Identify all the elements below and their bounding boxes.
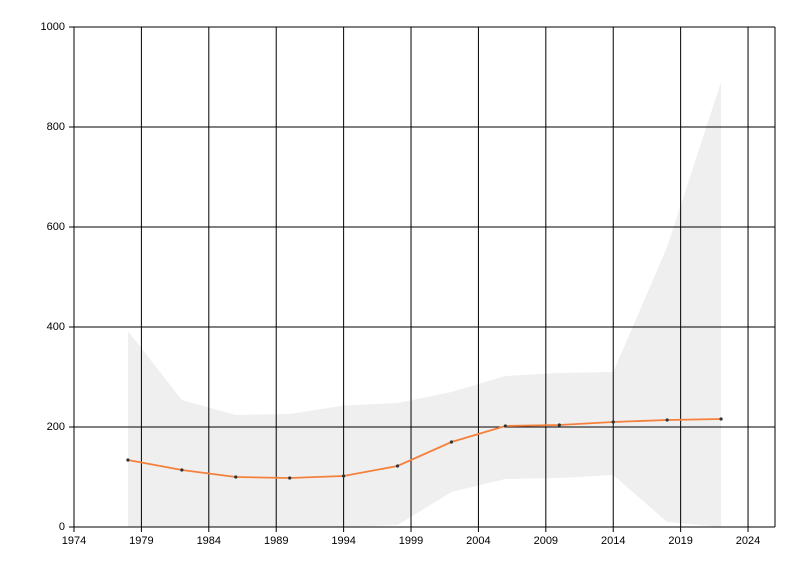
data-point bbox=[503, 424, 507, 428]
data-point bbox=[288, 476, 292, 480]
data-point bbox=[395, 464, 400, 468]
data-point bbox=[180, 468, 184, 472]
x-tick-label: 2009 bbox=[534, 535, 558, 547]
x-tick-label: 1974 bbox=[62, 535, 86, 547]
x-tick-label: 1989 bbox=[264, 535, 288, 547]
confidence-band bbox=[127, 82, 722, 527]
data-point bbox=[234, 475, 238, 479]
x-tick-label: 1994 bbox=[331, 535, 355, 547]
data-point bbox=[611, 420, 615, 424]
x-tick-label: 1999 bbox=[399, 535, 423, 547]
x-tick-label: 2024 bbox=[736, 535, 760, 547]
x-tick-label: 2019 bbox=[668, 535, 692, 547]
y-tick-label: 0 bbox=[59, 521, 65, 533]
y-tick-label: 600 bbox=[47, 221, 65, 233]
x-tick-label: 1979 bbox=[129, 535, 153, 547]
y-tick-label: 400 bbox=[47, 321, 65, 333]
data-point bbox=[126, 458, 130, 462]
data-point bbox=[665, 418, 669, 422]
y-tick-label: 1000 bbox=[41, 21, 65, 33]
data-point bbox=[719, 417, 723, 421]
data-point bbox=[342, 474, 346, 478]
x-tick-label: 2004 bbox=[466, 535, 490, 547]
data-point bbox=[557, 423, 561, 427]
y-tick-label: 800 bbox=[47, 121, 65, 133]
y-tick-label: 200 bbox=[47, 421, 65, 433]
x-tick-label: 1984 bbox=[197, 535, 221, 547]
data-point bbox=[449, 440, 454, 444]
x-tick-label: 2014 bbox=[601, 535, 625, 547]
series-line bbox=[127, 418, 722, 479]
